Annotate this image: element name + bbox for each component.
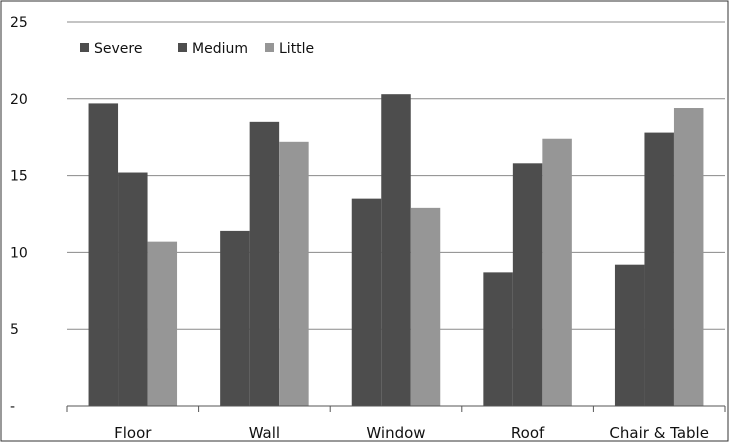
y-tick-label: - bbox=[10, 399, 15, 415]
bar-severe-4 bbox=[614, 264, 645, 406]
y-tick-label: 25 bbox=[10, 15, 28, 31]
bar-medium-4 bbox=[644, 132, 674, 407]
legend-swatch-little bbox=[265, 43, 274, 52]
legend-swatch-medium bbox=[178, 43, 187, 52]
y-tick-label: 20 bbox=[10, 92, 28, 108]
legend-label-medium: Medium bbox=[192, 41, 248, 57]
bar-little-3 bbox=[542, 138, 572, 406]
bar-little-1 bbox=[279, 141, 309, 407]
bar-medium-0 bbox=[118, 172, 148, 406]
y-tick-label: 15 bbox=[10, 169, 28, 185]
x-tick-label: Window bbox=[366, 424, 425, 442]
bar-medium-2 bbox=[381, 94, 411, 406]
legend-label-severe: Severe bbox=[94, 41, 142, 57]
y-axis-tick-labels: - 5 10 15 20 25 bbox=[10, 15, 28, 415]
x-axis-ticks bbox=[66, 406, 726, 412]
y-tick-label: 10 bbox=[10, 245, 28, 261]
legend-label-little: Little bbox=[279, 41, 314, 57]
bar-medium-1 bbox=[249, 121, 280, 406]
bar-severe-0 bbox=[88, 103, 119, 407]
x-tick-label: Wall bbox=[249, 424, 280, 442]
bar-severe-3 bbox=[483, 272, 513, 406]
bars bbox=[88, 94, 704, 407]
x-axis-tick-labels: Floor Wall Window Roof Chair & Table bbox=[114, 424, 709, 442]
x-tick-label: Floor bbox=[114, 424, 152, 442]
y-tick-label: 5 bbox=[10, 322, 19, 338]
legend: Severe Medium Little bbox=[80, 41, 314, 57]
bar-medium-3 bbox=[512, 163, 543, 406]
bar-little-4 bbox=[673, 108, 704, 407]
x-tick-label: Chair & Table bbox=[609, 424, 709, 442]
bar-little-2 bbox=[410, 207, 441, 406]
bar-severe-1 bbox=[220, 230, 250, 406]
legend-swatch-severe bbox=[80, 43, 89, 52]
bar-severe-2 bbox=[351, 198, 382, 406]
x-tick-label: Roof bbox=[511, 424, 545, 442]
bar-little-0 bbox=[147, 241, 178, 406]
